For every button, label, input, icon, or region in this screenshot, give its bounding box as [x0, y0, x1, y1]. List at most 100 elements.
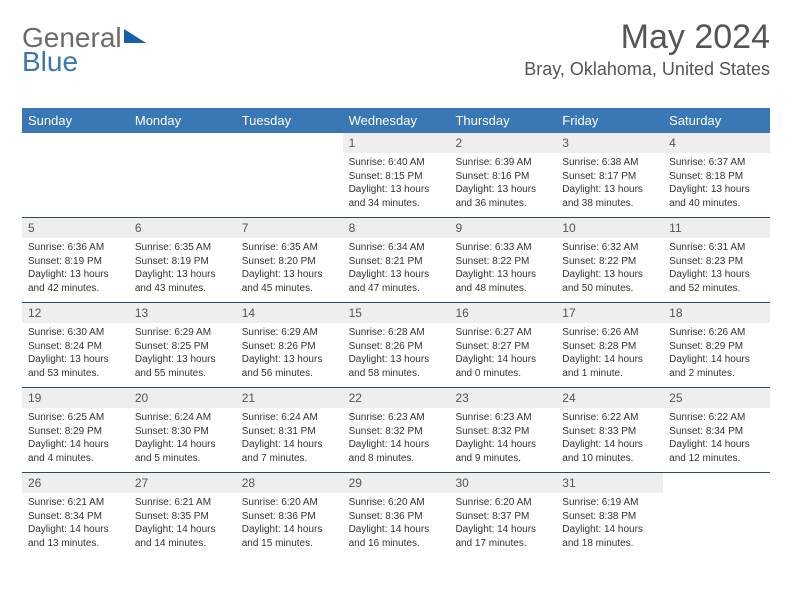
sunrise-label: Sunrise: — [669, 157, 706, 168]
sunrise-value: 6:20 AM — [495, 497, 532, 508]
daylight-label: Daylight: — [455, 524, 494, 535]
daylight-line: Daylight: 13 hours and 36 minutes. — [455, 183, 550, 210]
sunset-value: 8:22 PM — [492, 256, 529, 267]
day-body: Sunrise: 6:21 AMSunset: 8:35 PMDaylight:… — [129, 493, 236, 554]
sunrise-label: Sunrise: — [562, 157, 599, 168]
sunset-label: Sunset: — [349, 426, 383, 437]
daylight-label: Daylight: — [242, 354, 281, 365]
sunrise-value: 6:21 AM — [67, 497, 104, 508]
sunset-value: 8:30 PM — [172, 426, 209, 437]
daylight-line: Daylight: 13 hours and 55 minutes. — [135, 353, 230, 380]
sunset-line: Sunset: 8:34 PM — [28, 510, 123, 524]
day-number: 16 — [449, 303, 556, 323]
sunset-value: 8:35 PM — [172, 511, 209, 522]
sunset-line: Sunset: 8:26 PM — [349, 340, 444, 354]
sunset-value: 8:33 PM — [599, 426, 636, 437]
daylight-label: Daylight: — [135, 439, 174, 450]
header: General May 2024 Bray, Oklahoma, United … — [22, 18, 770, 80]
day-body: Sunrise: 6:32 AMSunset: 8:22 PMDaylight:… — [556, 238, 663, 299]
day-body: Sunrise: 6:35 AMSunset: 8:19 PMDaylight:… — [129, 238, 236, 299]
day-cell: 22Sunrise: 6:23 AMSunset: 8:32 PMDayligh… — [343, 388, 450, 472]
sunrise-label: Sunrise: — [242, 242, 279, 253]
day-body: Sunrise: 6:38 AMSunset: 8:17 PMDaylight:… — [556, 153, 663, 214]
dow-sunday: Sunday — [22, 108, 129, 133]
sunrise-line: Sunrise: 6:24 AM — [135, 411, 230, 425]
day-number: 2 — [449, 133, 556, 153]
day-number: 27 — [129, 473, 236, 493]
daylight-label: Daylight: — [242, 524, 281, 535]
day-cell: 18Sunrise: 6:26 AMSunset: 8:29 PMDayligh… — [663, 303, 770, 387]
daylight-label: Daylight: — [669, 269, 708, 280]
day-body: Sunrise: 6:34 AMSunset: 8:21 PMDaylight:… — [343, 238, 450, 299]
daylight-label: Daylight: — [455, 439, 494, 450]
week-row: 19Sunrise: 6:25 AMSunset: 8:29 PMDayligh… — [22, 388, 770, 473]
daylight-label: Daylight: — [562, 269, 601, 280]
sunrise-value: 6:35 AM — [281, 242, 318, 253]
daylight-label: Daylight: — [135, 354, 174, 365]
day-cell: 13Sunrise: 6:29 AMSunset: 8:25 PMDayligh… — [129, 303, 236, 387]
sunset-line: Sunset: 8:15 PM — [349, 170, 444, 184]
brand-part2: Blue — [22, 46, 78, 77]
daylight-line: Daylight: 14 hours and 0 minutes. — [455, 353, 550, 380]
sunrise-label: Sunrise: — [28, 242, 65, 253]
logo-mark-icon — [124, 29, 146, 43]
sunset-value: 8:18 PM — [706, 171, 743, 182]
daylight-line: Daylight: 14 hours and 18 minutes. — [562, 523, 657, 550]
day-body: Sunrise: 6:24 AMSunset: 8:30 PMDaylight:… — [129, 408, 236, 469]
sunset-line: Sunset: 8:16 PM — [455, 170, 550, 184]
day-number: 30 — [449, 473, 556, 493]
day-number: 7 — [236, 218, 343, 238]
sunset-value: 8:17 PM — [599, 171, 636, 182]
sunrise-value: 6:34 AM — [388, 242, 425, 253]
week-row: 12Sunrise: 6:30 AMSunset: 8:24 PMDayligh… — [22, 303, 770, 388]
day-body: Sunrise: 6:26 AMSunset: 8:28 PMDaylight:… — [556, 323, 663, 384]
sunrise-line: Sunrise: 6:26 AM — [562, 326, 657, 340]
day-body: Sunrise: 6:30 AMSunset: 8:24 PMDaylight:… — [22, 323, 129, 384]
dow-saturday: Saturday — [663, 108, 770, 133]
day-cell: 20Sunrise: 6:24 AMSunset: 8:30 PMDayligh… — [129, 388, 236, 472]
sunset-value: 8:26 PM — [385, 341, 422, 352]
day-cell: 31Sunrise: 6:19 AMSunset: 8:38 PMDayligh… — [556, 473, 663, 557]
daylight-label: Daylight: — [242, 439, 281, 450]
sunset-label: Sunset: — [349, 171, 383, 182]
sunset-label: Sunset: — [242, 426, 276, 437]
daylight-line: Daylight: 13 hours and 45 minutes. — [242, 268, 337, 295]
day-number: 19 — [22, 388, 129, 408]
daylight-label: Daylight: — [669, 354, 708, 365]
sunset-line: Sunset: 8:29 PM — [28, 425, 123, 439]
daylight-label: Daylight: — [562, 524, 601, 535]
sunrise-label: Sunrise: — [562, 327, 599, 338]
sunset-label: Sunset: — [28, 256, 62, 267]
daylight-line: Daylight: 13 hours and 42 minutes. — [28, 268, 123, 295]
sunset-label: Sunset: — [669, 341, 703, 352]
sunrise-value: 6:39 AM — [495, 157, 532, 168]
daylight-line: Daylight: 13 hours and 43 minutes. — [135, 268, 230, 295]
daylight-line: Daylight: 14 hours and 12 minutes. — [669, 438, 764, 465]
day-cell: 2Sunrise: 6:39 AMSunset: 8:16 PMDaylight… — [449, 133, 556, 217]
day-cell — [663, 473, 770, 557]
sunset-value: 8:38 PM — [599, 511, 636, 522]
day-body: Sunrise: 6:37 AMSunset: 8:18 PMDaylight:… — [663, 153, 770, 214]
sunset-label: Sunset: — [28, 341, 62, 352]
sunrise-label: Sunrise: — [455, 497, 492, 508]
sunset-line: Sunset: 8:34 PM — [669, 425, 764, 439]
day-cell: 23Sunrise: 6:23 AMSunset: 8:32 PMDayligh… — [449, 388, 556, 472]
sunset-line: Sunset: 8:30 PM — [135, 425, 230, 439]
sunset-line: Sunset: 8:33 PM — [562, 425, 657, 439]
day-body: Sunrise: 6:29 AMSunset: 8:25 PMDaylight:… — [129, 323, 236, 384]
sunset-value: 8:27 PM — [492, 341, 529, 352]
day-body: Sunrise: 6:31 AMSunset: 8:23 PMDaylight:… — [663, 238, 770, 299]
sunrise-value: 6:23 AM — [388, 412, 425, 423]
week-row: 1Sunrise: 6:40 AMSunset: 8:15 PMDaylight… — [22, 133, 770, 218]
daylight-line: Daylight: 13 hours and 58 minutes. — [349, 353, 444, 380]
day-cell: 26Sunrise: 6:21 AMSunset: 8:34 PMDayligh… — [22, 473, 129, 557]
sunrise-value: 6:20 AM — [388, 497, 425, 508]
sunrise-value: 6:22 AM — [709, 412, 746, 423]
sunset-label: Sunset: — [28, 426, 62, 437]
day-number: 1 — [343, 133, 450, 153]
day-number: 28 — [236, 473, 343, 493]
day-body: Sunrise: 6:20 AMSunset: 8:36 PMDaylight:… — [236, 493, 343, 554]
sunset-label: Sunset: — [135, 511, 169, 522]
sunset-line: Sunset: 8:19 PM — [28, 255, 123, 269]
daylight-label: Daylight: — [135, 269, 174, 280]
